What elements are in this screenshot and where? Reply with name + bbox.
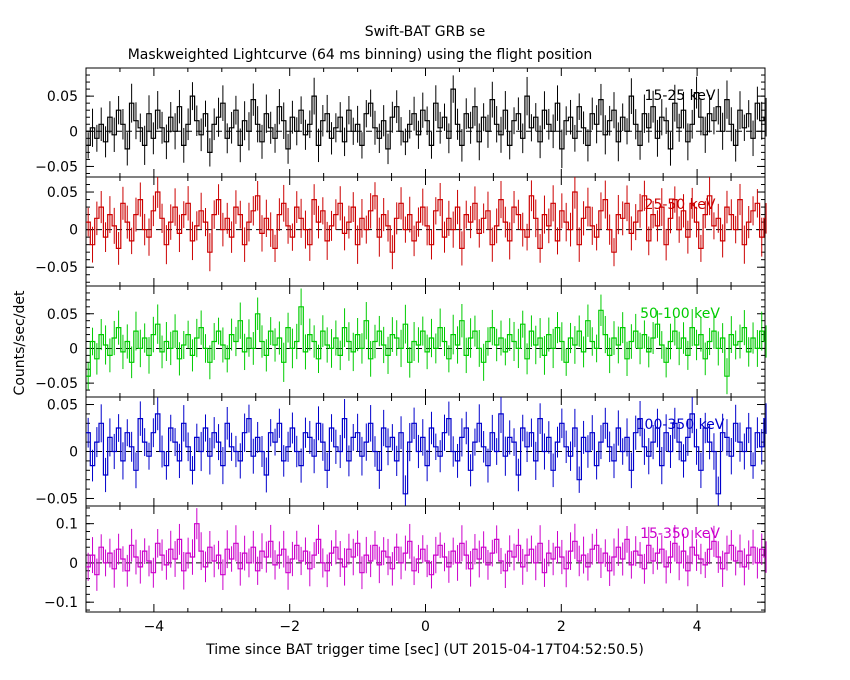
- y-axis-label: Counts/sec/det: [12, 290, 28, 395]
- y-tick-label: −0.05: [35, 376, 78, 392]
- y-tick-label: −0.05: [35, 491, 78, 507]
- panel-3: −0.05 0 0.05 100-350 keV: [35, 396, 767, 507]
- x-tick-label: −4: [144, 619, 165, 635]
- panel-1: −0.05 0 0.05 25-50 keV: [35, 176, 767, 287]
- lightcurve-line: [86, 88, 765, 153]
- band-label: 100-350 keV: [636, 417, 725, 433]
- y-tick-label: 0.05: [47, 185, 78, 201]
- figure-title: Swift-BAT GRB se: [365, 24, 486, 40]
- lightcurve-line: [86, 191, 765, 253]
- x-tick-label: −2: [279, 619, 300, 635]
- band-label: 15-25 keV: [645, 88, 716, 104]
- y-tick-label: 0.05: [47, 307, 78, 323]
- lightcurve-line: [86, 413, 765, 495]
- band-label: 25-50 keV: [645, 197, 716, 213]
- panel-2: −0.05 0 0.05 50-100 keV: [35, 285, 767, 398]
- y-tick-label: 0.05: [47, 89, 78, 105]
- lightcurve-line: [86, 523, 765, 576]
- y-tick-label: 0: [69, 341, 78, 357]
- band-label: 15-350 keV: [640, 526, 720, 542]
- band-label: 50-100 keV: [640, 306, 720, 322]
- y-tick-label: 0: [69, 445, 78, 461]
- y-tick-label: −0.05: [35, 159, 78, 175]
- y-tick-label: 0: [69, 556, 78, 572]
- y-tick-label: −0.1: [44, 595, 78, 611]
- y-tick-label: 0: [69, 124, 78, 140]
- y-tick-label: 0.05: [47, 398, 78, 414]
- x-tick-label: 4: [693, 619, 702, 635]
- x-tick-label: 0: [421, 619, 430, 635]
- x-tick-label: 2: [557, 619, 566, 635]
- figure-subtitle: Maskweighted Lightcurve (64 ms binning) …: [128, 47, 593, 63]
- y-tick-label: 0: [69, 223, 78, 239]
- panel-4: −0.1 0 0.1 15-350 keV: [44, 505, 767, 613]
- lightcurve-line: [86, 306, 765, 377]
- y-tick-label: −0.05: [35, 260, 78, 276]
- y-tick-label: 0.1: [56, 517, 78, 533]
- panel-0: −0.05 0 0.05 15-25 keV: [35, 67, 767, 178]
- x-axis-label: Time since BAT trigger time [sec] (UT 20…: [205, 642, 644, 658]
